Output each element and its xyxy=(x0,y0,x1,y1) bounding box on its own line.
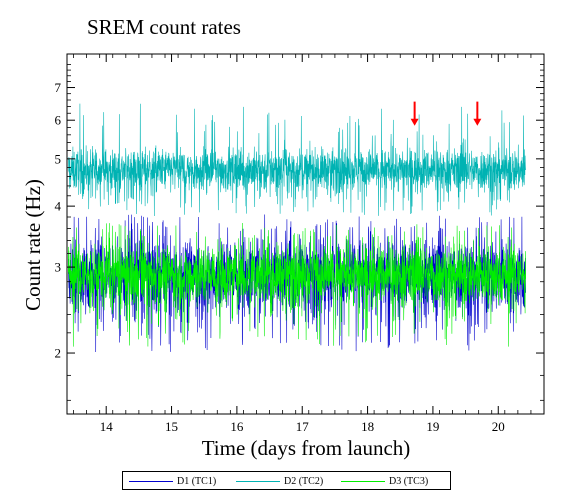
annotation-arrowhead-1 xyxy=(410,118,419,126)
y-tick-label: 5 xyxy=(55,151,62,166)
x-tick-label: 17 xyxy=(296,419,310,434)
x-tick-label: 19 xyxy=(426,419,439,434)
legend-item-d3: D3 (TC3) xyxy=(341,473,428,489)
series-line-3 xyxy=(68,222,526,347)
plot-frame xyxy=(66,53,545,415)
y-tick-label: 6 xyxy=(55,113,62,128)
y-tick-label: 4 xyxy=(55,199,62,214)
legend-label-d2: D2 (TC2) xyxy=(284,475,324,487)
legend-swatch-d2 xyxy=(236,480,280,482)
legend-label-d1: D1 (TC1) xyxy=(177,475,217,487)
legend-item-d2: D2 (TC2) xyxy=(236,473,323,489)
legend-item-d1: D1 (TC1) xyxy=(129,473,216,489)
legend-swatch-d1 xyxy=(129,480,173,482)
y-tick-label: 7 xyxy=(55,80,62,95)
legend-label-d3: D3 (TC3) xyxy=(389,475,429,487)
x-tick-label: 16 xyxy=(230,419,244,434)
annotation-arrowhead-2 xyxy=(473,118,482,126)
y-tick-label: 3 xyxy=(55,260,62,275)
chart-title: SREM count rates xyxy=(87,15,241,39)
x-tick-label: 20 xyxy=(492,419,505,434)
x-tick-label: 18 xyxy=(361,419,374,434)
y-tick-label: 2 xyxy=(55,346,62,361)
y-axis-label: Count rate (Hz) xyxy=(21,179,45,311)
x-tick-label: 14 xyxy=(100,419,114,434)
legend: D1 (TC1) D2 (TC2) D3 (TC3) xyxy=(122,471,451,490)
series-line-2 xyxy=(68,103,526,216)
legend-swatch-d3 xyxy=(341,480,385,482)
x-axis-label: Time (days from launch) xyxy=(202,436,411,460)
x-tick-label: 15 xyxy=(165,419,178,434)
